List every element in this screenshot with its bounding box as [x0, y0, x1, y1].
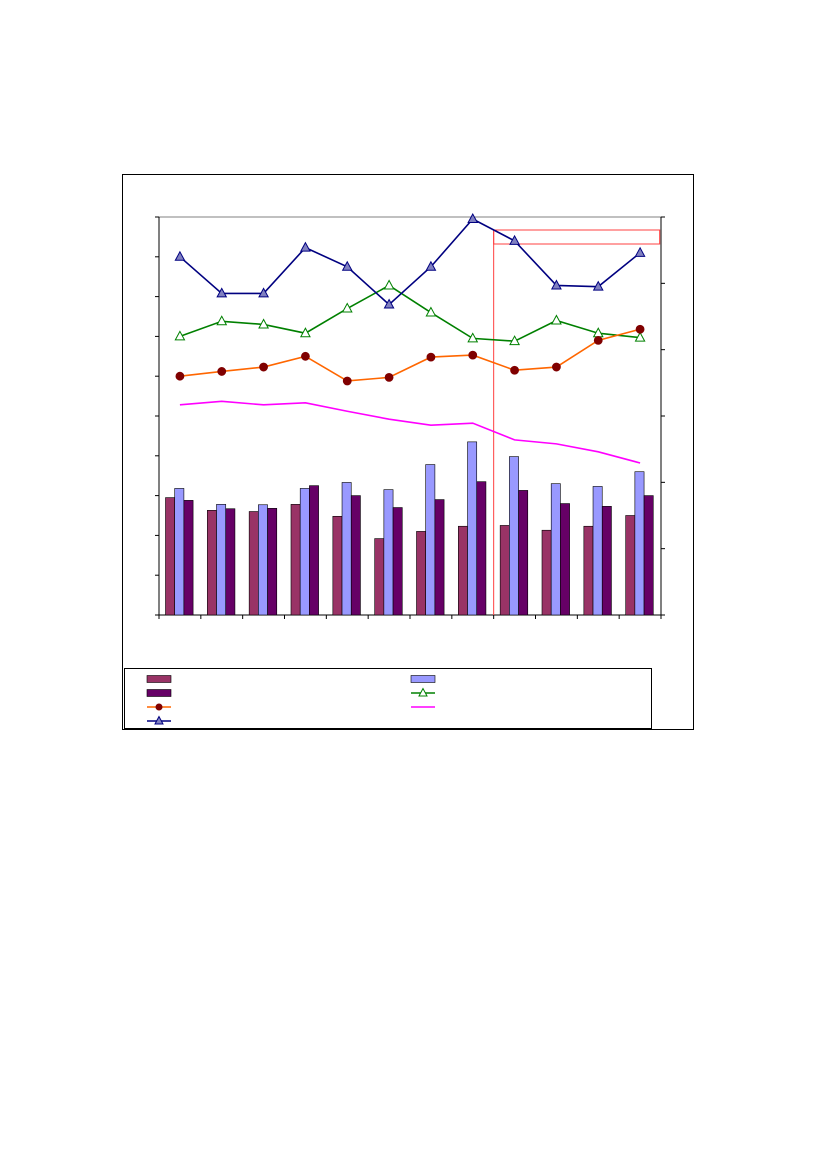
bar-series3-cat3: [267, 508, 278, 616]
bar-series3-cat2: [225, 508, 236, 616]
chart-frame: [122, 174, 694, 730]
line-series4-point4: [299, 241, 311, 252]
bar-series1-cat3: [248, 511, 259, 616]
line-series4-point11: [592, 280, 604, 291]
bar-series1-cat10: [541, 529, 552, 616]
line-series2: [179, 328, 641, 382]
bar-series2-cat7: [425, 464, 436, 616]
legend-symbol-line-series2: [147, 703, 171, 711]
bar-series3-cat5: [350, 495, 361, 616]
bar-series2-cat9: [509, 456, 519, 616]
bar-series1-cat12: [625, 515, 636, 616]
bar-series2-cat11: [592, 486, 603, 616]
bar-series3-cat6: [392, 507, 403, 616]
legend-marker-line-series4: [154, 715, 164, 725]
line-series2-point3: [259, 362, 268, 372]
line-series4-point10: [550, 279, 562, 290]
line-series4-point7: [425, 260, 437, 271]
line-series1-point5: [341, 302, 353, 313]
bar-series2-cat6: [383, 489, 394, 616]
line-series1-point3: [258, 318, 270, 329]
line-series4: [179, 217, 641, 306]
line-series1: [179, 284, 641, 342]
line-series1-point6: [383, 279, 395, 290]
line-series2-point12: [635, 324, 645, 334]
line-series1-point4: [299, 327, 311, 338]
line-series2-point4: [301, 351, 310, 361]
x-axis: [158, 614, 662, 619]
bar-series1-cat7: [416, 531, 426, 616]
line-series4-point1: [174, 250, 186, 261]
line-series4-point9: [509, 234, 521, 245]
bar-series2-cat10: [550, 483, 561, 616]
legend-marker-line-series1: [418, 687, 428, 697]
line-series2-point5: [342, 376, 352, 386]
line-series1-point10: [550, 314, 562, 325]
line-series1-point1: [174, 330, 186, 341]
line-series1-point9: [509, 335, 521, 346]
line-series3: [179, 400, 641, 464]
right-y-axis: [660, 216, 665, 616]
bar-series2-cat1: [174, 488, 185, 616]
line-series4-point2: [216, 287, 228, 298]
line-series1-point2: [216, 315, 228, 326]
bar-series-group: [165, 441, 654, 616]
bar-series2-cat4: [299, 488, 310, 616]
forecast-label-box: [493, 229, 661, 245]
legend-symbol-bar-series2: [410, 675, 436, 683]
bar-series1-cat6: [374, 538, 385, 616]
line-series4-point5: [341, 260, 353, 271]
line-series4-point8: [467, 212, 479, 223]
line-series2-point9: [510, 365, 519, 375]
line-series2-point2: [217, 367, 227, 376]
bar-series2-cat12: [634, 471, 645, 616]
bar-series3-cat12: [643, 495, 654, 616]
line-series2-point7: [426, 352, 436, 362]
line-series-group: [174, 212, 646, 464]
line-series4-point3: [258, 287, 270, 298]
line-series2-point8: [468, 350, 478, 360]
bar-series1-cat5: [332, 515, 343, 616]
bar-series3-cat11: [601, 506, 612, 616]
line-series4-point12: [634, 246, 646, 257]
bar-series3-cat8: [476, 481, 487, 616]
line-series2-point11: [593, 335, 603, 345]
legend-symbol-line-series4: [147, 715, 171, 725]
bar-series1-cat4: [290, 504, 301, 616]
bar-series1-cat8: [458, 525, 468, 616]
legend-symbol-bar-series1: [146, 675, 172, 683]
legend-symbol-bar-series3: [146, 689, 172, 697]
bar-series2-cat5: [341, 482, 352, 616]
bar-series3-cat1: [183, 500, 194, 616]
line-series2-point10: [552, 362, 561, 372]
forecast-region: [493, 229, 661, 615]
bar-series3-cat9: [518, 490, 529, 616]
line-series2-point1: [175, 371, 185, 381]
legend-marker-line-series2: [155, 703, 163, 711]
bar-series3-cat7: [434, 499, 445, 616]
combo-chart: [155, 212, 665, 619]
bar-series1-cat2: [207, 510, 217, 616]
bar-series1-cat11: [583, 525, 594, 616]
line-series1-point12: [634, 331, 646, 342]
legend: [124, 668, 652, 729]
bar-series1-cat1: [165, 497, 175, 616]
bar-series3-cat10: [560, 503, 570, 616]
bar-series1-cat9: [499, 525, 510, 616]
line-series1-point8: [467, 332, 479, 343]
bar-series2-cat2: [216, 504, 227, 616]
line-series4-point6: [383, 298, 395, 309]
line-series2-point6: [384, 372, 394, 382]
legend-symbol-line-series1: [411, 687, 435, 697]
legend-symbols: [146, 675, 436, 725]
bar-series3-cat4: [309, 485, 319, 616]
left-y-axis: [155, 216, 160, 616]
bar-series2-cat3: [258, 504, 268, 616]
bar-series2-cat8: [467, 441, 478, 616]
line-series1-point7: [425, 306, 437, 317]
